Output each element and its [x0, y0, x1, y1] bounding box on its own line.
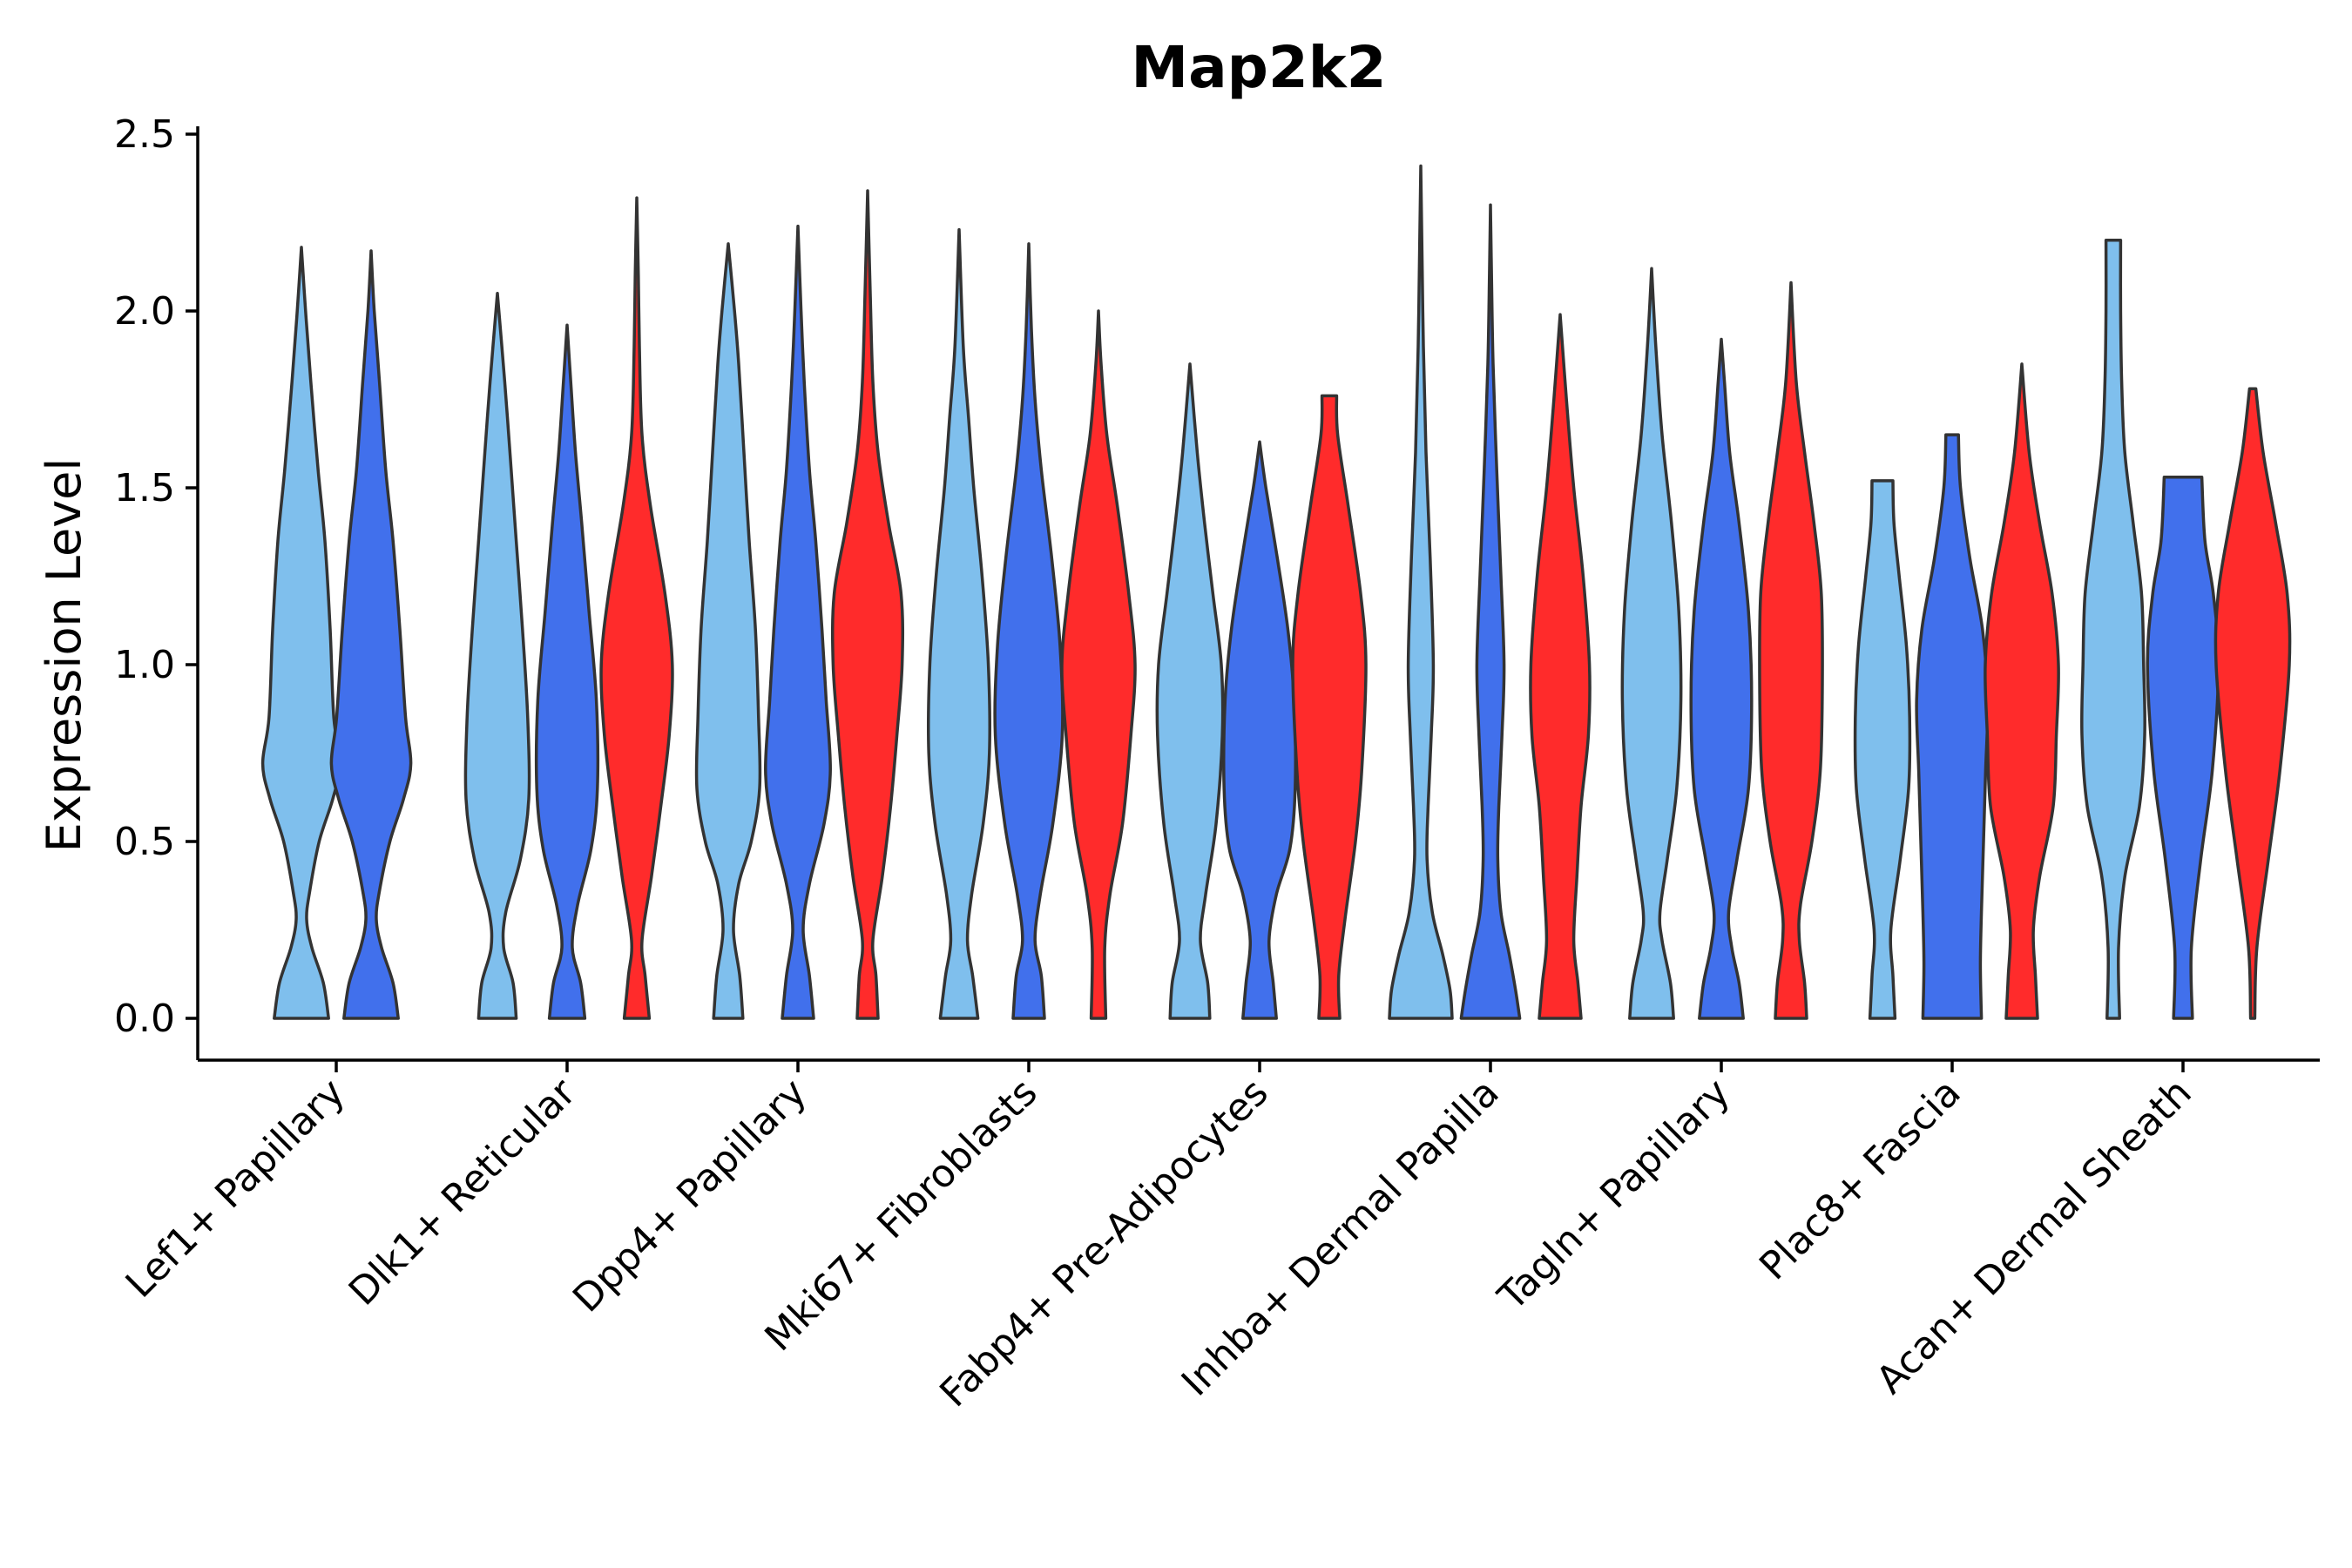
y-tick-label: 0.5: [114, 820, 175, 864]
violin-2-3: [599, 196, 674, 1020]
violin-3-1: [694, 242, 762, 1020]
y-tick-label: 2.5: [114, 112, 175, 157]
violin-1-2: [329, 249, 413, 1020]
y-tick-label: 2.0: [114, 289, 175, 334]
violin-1-1: [260, 246, 342, 1020]
violin-9-2: [2146, 476, 2220, 1020]
violin-4-1: [927, 227, 991, 1020]
plot-area: [260, 164, 2292, 1020]
violin-4-2: [993, 242, 1064, 1020]
x-tick-label: Tagln+ Papillary: [1490, 1071, 1739, 1320]
violin-2-1: [463, 291, 531, 1020]
y-tick-label: 0.0: [114, 997, 175, 1041]
violin-7-3: [1758, 280, 1824, 1020]
violin-3-2: [764, 224, 832, 1020]
violin-5-1: [1155, 362, 1225, 1020]
x-tick-label: Plac8+ Fascia: [1751, 1071, 1970, 1289]
y-tick-label: 1.5: [114, 466, 175, 510]
violin-7-1: [1620, 267, 1683, 1020]
violin-5-2: [1222, 440, 1297, 1020]
violin-9-1: [2080, 239, 2146, 1020]
violin-9-3: [2213, 387, 2292, 1020]
violin-8-1: [1853, 479, 1912, 1020]
x-tick-label: Lef1+ Papillary: [118, 1071, 354, 1307]
violin-8-2: [1915, 433, 1990, 1020]
violin-5-3: [1291, 394, 1368, 1020]
violin-6-2: [1459, 203, 1522, 1020]
y-tick-label: 1.0: [114, 643, 175, 687]
violin-4-3: [1060, 309, 1137, 1020]
violin-2-2: [534, 323, 600, 1020]
y-axis-label: Expression Level: [37, 458, 91, 853]
chart-title: Map2k2: [1131, 34, 1386, 101]
violin-7-2: [1689, 337, 1754, 1020]
x-tick-label: Dlk1+ Reticular: [341, 1070, 585, 1315]
violin-6-1: [1388, 164, 1454, 1020]
x-tick-label: Dpp4+ Papillary: [564, 1071, 815, 1321]
violin-6-3: [1529, 313, 1592, 1020]
violin-3-3: [830, 189, 905, 1020]
violin-8-3: [1984, 362, 2060, 1020]
